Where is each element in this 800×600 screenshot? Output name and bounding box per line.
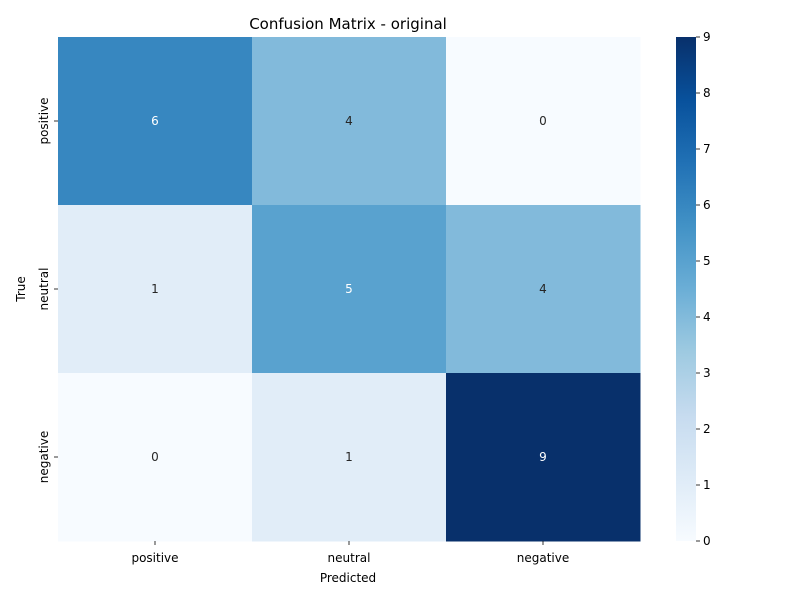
- chart-title: Confusion Matrix - original: [249, 15, 447, 33]
- x-tick-label: positive: [131, 551, 178, 565]
- colorbar-gradient: [676, 37, 696, 541]
- heatmap-cell: [446, 37, 641, 206]
- x-axis-ticks: positive neutral negative: [131, 541, 569, 565]
- colorbar-tick-label: 0: [703, 534, 711, 548]
- cell-value-label: 9: [539, 450, 547, 464]
- cell-value-label: 4: [539, 282, 547, 296]
- cell-value-label: 1: [345, 450, 353, 464]
- x-tick-label: neutral: [328, 551, 371, 565]
- colorbar-tick-label: 3: [703, 366, 711, 380]
- y-axis-ticks: positive neutral negative: [37, 97, 58, 483]
- colorbar-tick-label: 7: [703, 142, 711, 156]
- y-tick-label: neutral: [37, 268, 51, 311]
- colorbar-tick-label: 6: [703, 198, 711, 212]
- heatmap-cell: [252, 373, 447, 542]
- cell-value-label: 5: [345, 282, 353, 296]
- heatmap-cell: [252, 37, 447, 206]
- cell-value-label: 0: [539, 114, 547, 128]
- cell-value-label: 0: [151, 450, 159, 464]
- colorbar-tick-label: 5: [703, 254, 711, 268]
- colorbar: 0 1 2 3 4 5 6 7 8 9: [676, 30, 711, 548]
- x-axis-label: Predicted: [320, 571, 376, 585]
- colorbar-tick-label: 4: [703, 310, 711, 324]
- y-tick-label: positive: [37, 97, 51, 144]
- heatmap-cell: [58, 37, 253, 206]
- cell-value-label: 6: [151, 114, 159, 128]
- y-tick-label: negative: [37, 431, 51, 483]
- heatmap-cell: [58, 205, 253, 374]
- colorbar-tick-label: 1: [703, 478, 711, 492]
- heatmap-cell: [446, 205, 641, 374]
- colorbar-tick-label: 9: [703, 30, 711, 44]
- y-axis-label: True: [14, 276, 28, 303]
- heatmap-cell: [446, 373, 641, 542]
- heatmap-cells: 6 4 0 1 5 4 0 1 9: [58, 37, 641, 542]
- colorbar-tick-label: 8: [703, 86, 711, 100]
- colorbar-ticks: 0 1 2 3 4 5 6 7 8 9: [696, 30, 711, 548]
- heatmap-cell: [252, 205, 447, 374]
- cell-value-label: 4: [345, 114, 353, 128]
- heatmap-cell: [58, 373, 253, 542]
- x-tick-label: negative: [517, 551, 569, 565]
- cell-value-label: 1: [151, 282, 159, 296]
- colorbar-tick-label: 2: [703, 422, 711, 436]
